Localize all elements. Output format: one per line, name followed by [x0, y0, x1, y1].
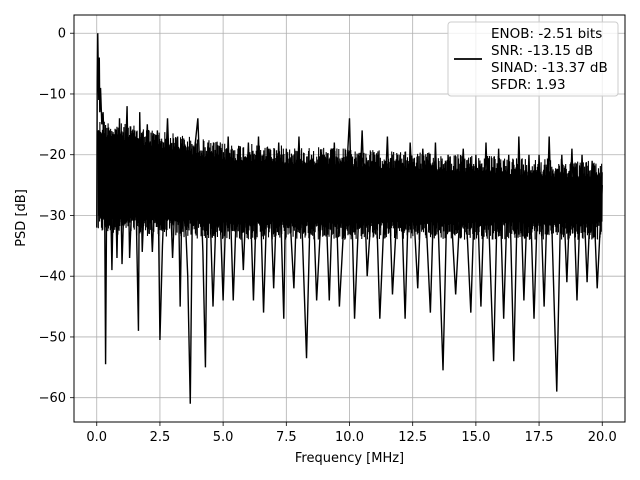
x-tick-label: 5.0 — [213, 430, 234, 445]
y-axis-label: PSD [dB] — [14, 189, 29, 247]
x-tick-label: 15.0 — [461, 430, 490, 445]
y-tick-label: −30 — [39, 209, 66, 224]
legend: ENOB: -2.51 bits SNR: -13.15 dB SINAD: -… — [447, 21, 619, 97]
x-tick-label: 2.5 — [150, 430, 171, 445]
y-tick-label: −20 — [39, 148, 66, 163]
y-tick-label: −60 — [39, 391, 66, 406]
series-layer — [96, 33, 603, 404]
series-line — [96, 33, 603, 404]
x-tick-label: 7.5 — [276, 430, 297, 445]
y-tick-label: 0 — [58, 27, 66, 42]
y-tick-label: −10 — [39, 87, 66, 102]
x-tick-label: 20.0 — [588, 430, 617, 445]
legend-entry-sinad: SINAD: -13.37 dB — [491, 60, 608, 76]
y-tick-label: −40 — [39, 270, 66, 285]
y-ticks: 0 −10 −20 −30 −40 −50 −60 — [39, 27, 74, 406]
x-axis-label: Frequency [MHz] — [295, 451, 404, 466]
x-tick-label: 10.0 — [335, 430, 364, 445]
legend-entry-sfdr: SFDR: 1.93 — [491, 77, 566, 93]
x-tick-label: 12.5 — [398, 430, 427, 445]
legend-entry-enob: ENOB: -2.51 bits — [491, 26, 602, 42]
legend-entry-snr: SNR: -13.15 dB — [491, 43, 593, 59]
y-tick-label: −50 — [39, 330, 66, 345]
x-tick-label: 0.0 — [86, 430, 107, 445]
x-ticks: 0.0 2.5 5.0 7.5 10.0 12.5 15.0 17.5 20.0 — [86, 422, 617, 445]
x-tick-label: 17.5 — [525, 430, 554, 445]
legend-box — [447, 21, 619, 97]
